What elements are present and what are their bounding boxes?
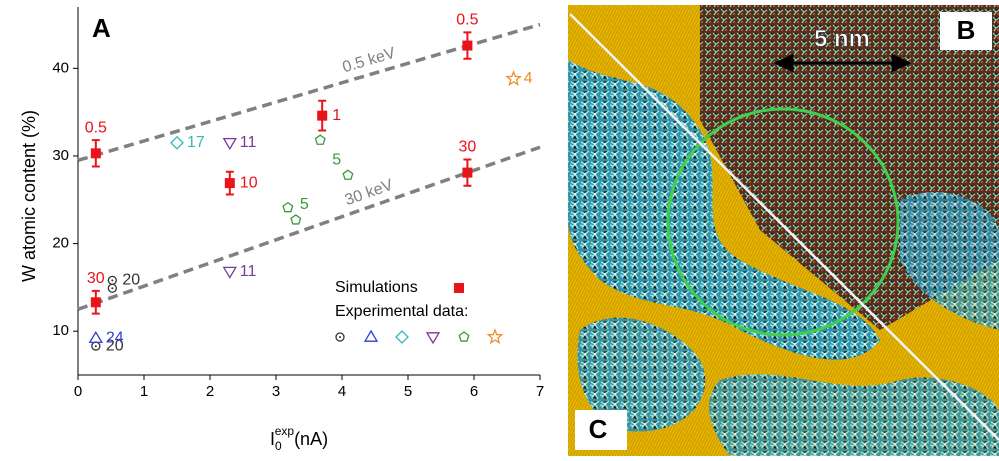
marker-dot <box>339 336 341 338</box>
legend-marker <box>335 332 345 342</box>
y-tick-label: 30 <box>52 147 69 164</box>
legend-marker <box>395 330 409 344</box>
marker <box>88 330 103 344</box>
x-tick-label: 0 <box>74 383 82 400</box>
label-box <box>575 410 627 450</box>
x-tick-label: 6 <box>470 383 478 400</box>
point-label: 0.5 <box>456 12 478 29</box>
point-label: 20 <box>106 337 124 354</box>
marker-dot <box>111 279 114 282</box>
scale-bar-label: 5 nm <box>814 25 870 52</box>
y-tick-label: 20 <box>52 235 69 252</box>
label-box <box>940 12 992 50</box>
legend-label: Experimental data: <box>335 303 468 320</box>
marker <box>90 297 101 308</box>
point-label: 1 <box>332 107 341 124</box>
marker <box>462 167 473 178</box>
x-tick-label: 5 <box>404 383 412 400</box>
marker <box>222 266 237 279</box>
marker <box>107 275 117 286</box>
x-axis-label: I0exp(nA) <box>270 424 328 453</box>
legend-marker <box>454 283 464 293</box>
marker <box>90 148 101 159</box>
x-axis-label-part: (nA) <box>294 429 328 449</box>
highlight-circle <box>666 107 900 337</box>
marker <box>505 70 522 86</box>
point-label: 11 <box>240 263 257 280</box>
point-label: 11 <box>240 134 257 151</box>
x-tick-label: 1 <box>140 383 148 400</box>
point-label: 0.5 <box>85 119 107 136</box>
marker <box>462 40 473 51</box>
legend-label: Simulations <box>335 279 418 296</box>
marker <box>222 137 237 151</box>
panel-label: C <box>589 414 608 444</box>
legend-marker <box>425 332 441 345</box>
scale-bar <box>773 53 912 73</box>
image-panel: B C 5 nm <box>568 5 999 456</box>
point-label: 17 <box>187 134 205 151</box>
point-label: 30 <box>87 270 105 287</box>
marker-dot <box>94 345 97 348</box>
point-label: 5 <box>332 151 341 168</box>
x-tick-label: 2 <box>206 383 214 400</box>
molecule-cluster <box>577 317 706 432</box>
trend-line-label: 0.5 keV <box>341 45 398 77</box>
x-tick-label: 7 <box>536 383 544 400</box>
point-label: 10 <box>240 174 258 191</box>
point-label: 5 <box>300 196 309 213</box>
y-axis-label: W atomic content (%) <box>19 110 39 282</box>
marker <box>342 169 354 180</box>
point-label: 30 <box>459 139 477 156</box>
molecule-cluster <box>900 191 999 330</box>
trend-line-label: 30 keV <box>343 177 396 210</box>
marker <box>170 135 184 150</box>
panel-label: B <box>957 15 976 45</box>
x-axis-label-part: I <box>270 429 275 449</box>
marker <box>314 134 326 145</box>
x-axis-label-part: 0 <box>275 439 282 453</box>
x-axis-label-part: exp <box>275 424 295 438</box>
legend-marker <box>486 328 504 345</box>
divider-line <box>569 13 999 441</box>
marker <box>224 178 235 189</box>
y-tick-label: 40 <box>52 59 69 76</box>
point-label: 4 <box>524 70 533 87</box>
y-tick-label: 10 <box>52 322 69 339</box>
legend-marker <box>363 329 379 342</box>
molecule-cluster <box>568 60 880 360</box>
panel-label: A <box>92 13 111 43</box>
marker <box>282 201 294 213</box>
x-tick-label: 3 <box>272 383 280 400</box>
marker <box>290 214 302 225</box>
marker-dot <box>111 287 114 290</box>
x-tick-label: 4 <box>338 383 346 400</box>
point-label: 20 <box>122 272 140 289</box>
molecule-cluster <box>709 374 999 456</box>
point-label: 24 <box>106 329 124 346</box>
legend-marker <box>458 331 470 342</box>
marker <box>317 110 328 121</box>
